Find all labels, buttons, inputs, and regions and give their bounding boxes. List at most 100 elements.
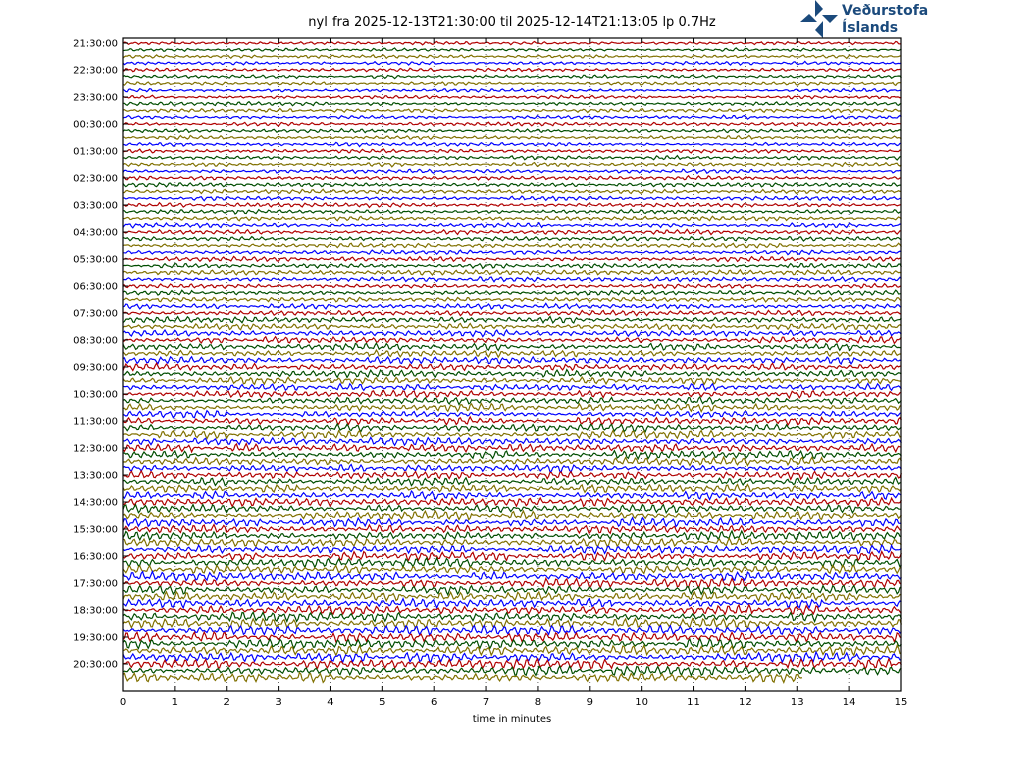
x-tick-label: 8 xyxy=(535,697,541,708)
seismic-trace xyxy=(122,228,902,236)
y-tick-label: 07:30:00 xyxy=(73,309,118,320)
seismic-trace xyxy=(122,584,902,597)
seismic-trace xyxy=(123,215,902,222)
seismic-trace xyxy=(122,262,902,270)
x-tick-label: 15 xyxy=(895,697,908,708)
x-tick-label: 1 xyxy=(172,697,178,708)
seismic-trace xyxy=(122,188,902,195)
seismic-trace xyxy=(122,296,902,303)
logo-triangle-bottom xyxy=(815,21,823,38)
seismic-trace xyxy=(122,569,902,582)
y-tick-label: 16:30:00 xyxy=(73,552,118,563)
seismic-trace xyxy=(122,195,902,202)
seismic-trace xyxy=(122,617,902,630)
seismic-trace xyxy=(122,402,902,413)
y-tick-label: 02:30:00 xyxy=(73,174,118,185)
seismic-trace xyxy=(123,449,902,461)
seismic-trace xyxy=(122,40,902,46)
x-tick-label: 9 xyxy=(587,697,593,708)
y-tick-label: 20:30:00 xyxy=(73,660,118,671)
seismic-trace xyxy=(122,429,902,440)
x-tick-label: 11 xyxy=(687,697,700,708)
y-tick-label: 19:30:00 xyxy=(73,633,118,644)
seismic-trace xyxy=(122,174,902,181)
logo-line1: Veðurstofa xyxy=(842,3,928,19)
y-tick-label: 21:30:00 xyxy=(73,39,118,50)
seismic-trace xyxy=(122,644,902,657)
logo: Veðurstofa Íslands xyxy=(800,0,928,38)
seismic-trace xyxy=(122,382,902,392)
y-tick-label: 12:30:00 xyxy=(73,444,118,455)
seismic-trace xyxy=(122,624,902,637)
y-tick-label: 04:30:00 xyxy=(73,228,118,239)
seismic-trace xyxy=(123,556,902,570)
seismic-trace xyxy=(122,242,902,249)
logo-triangle-left xyxy=(800,14,817,22)
seismic-trace xyxy=(122,436,902,447)
seismic-trace xyxy=(122,355,902,366)
seismic-trace xyxy=(123,249,902,256)
logo-triangle-right xyxy=(822,15,838,23)
plot-frame xyxy=(122,37,902,692)
seismic-trace xyxy=(122,114,902,120)
seismic-trace xyxy=(122,489,902,501)
seismic-trace xyxy=(122,154,902,161)
x-tick-label: 2 xyxy=(224,697,230,708)
seismic-trace xyxy=(122,476,902,487)
seismic-trace xyxy=(122,60,902,66)
seismic-trace xyxy=(122,302,902,310)
seismic-trace xyxy=(122,671,803,684)
x-tick-label: 7 xyxy=(483,697,489,708)
seismic-trace xyxy=(122,610,902,624)
y-tick-label: 15:30:00 xyxy=(73,525,118,536)
seismic-trace xyxy=(122,94,902,100)
y-tick-label: 03:30:00 xyxy=(73,201,118,212)
y-tick-label: 09:30:00 xyxy=(73,363,118,374)
x-tick-label: 0 xyxy=(120,697,126,708)
seismic-trace xyxy=(122,328,902,338)
y-tick-label: 23:30:00 xyxy=(73,93,118,104)
seismic-trace xyxy=(122,161,902,168)
seismic-trace xyxy=(122,107,902,114)
seismic-trace xyxy=(122,409,902,419)
seismic-trace xyxy=(122,375,902,386)
seismic-trace xyxy=(122,590,902,603)
seismic-trace xyxy=(122,282,902,290)
y-tick-label: 10:30:00 xyxy=(73,390,118,401)
seismic-trace xyxy=(122,564,902,575)
x-tick-label: 12 xyxy=(739,697,752,708)
x-axis-label: time in minutes xyxy=(473,714,552,725)
y-tick-label: 01:30:00 xyxy=(73,147,118,158)
x-tick-label: 10 xyxy=(635,697,648,708)
seismic-trace xyxy=(122,516,902,528)
seismic-trace xyxy=(122,221,902,229)
seismic-trace xyxy=(122,536,902,549)
seismic-trace xyxy=(122,650,902,664)
seismic-trace xyxy=(122,597,902,610)
y-tick-label: 18:30:00 xyxy=(73,606,118,617)
seismic-trace xyxy=(122,235,902,242)
seismic-trace xyxy=(122,603,902,616)
x-tick-label: 14 xyxy=(843,697,856,708)
seismic-trace xyxy=(122,134,902,141)
seismic-trace xyxy=(123,309,902,317)
y-tick-label: 22:30:00 xyxy=(73,66,118,77)
seismic-trace xyxy=(122,509,902,521)
seismic-trace xyxy=(122,341,902,352)
y-axis: 21:30:00 22:30:00 23:30:00 00:30:00 01:30:00… xyxy=(73,39,128,671)
x-tick-label: 5 xyxy=(379,697,385,708)
seismic-trace xyxy=(122,455,902,467)
y-tick-label: 14:30:00 xyxy=(73,498,118,509)
logo-triangle-top xyxy=(815,0,823,17)
seismic-trace xyxy=(122,47,902,52)
seismic-trace xyxy=(122,496,902,508)
seismic-trace xyxy=(122,549,902,562)
y-tick-label: 17:30:00 xyxy=(73,579,118,590)
seismic-trace xyxy=(122,315,902,325)
seismic-trace xyxy=(122,73,902,80)
y-tick-label: 00:30:00 xyxy=(73,120,118,131)
seismic-trace xyxy=(122,289,902,296)
y-tick-label: 06:30:00 xyxy=(73,282,118,293)
seismic-trace xyxy=(122,81,902,87)
seismic-trace xyxy=(122,503,902,514)
